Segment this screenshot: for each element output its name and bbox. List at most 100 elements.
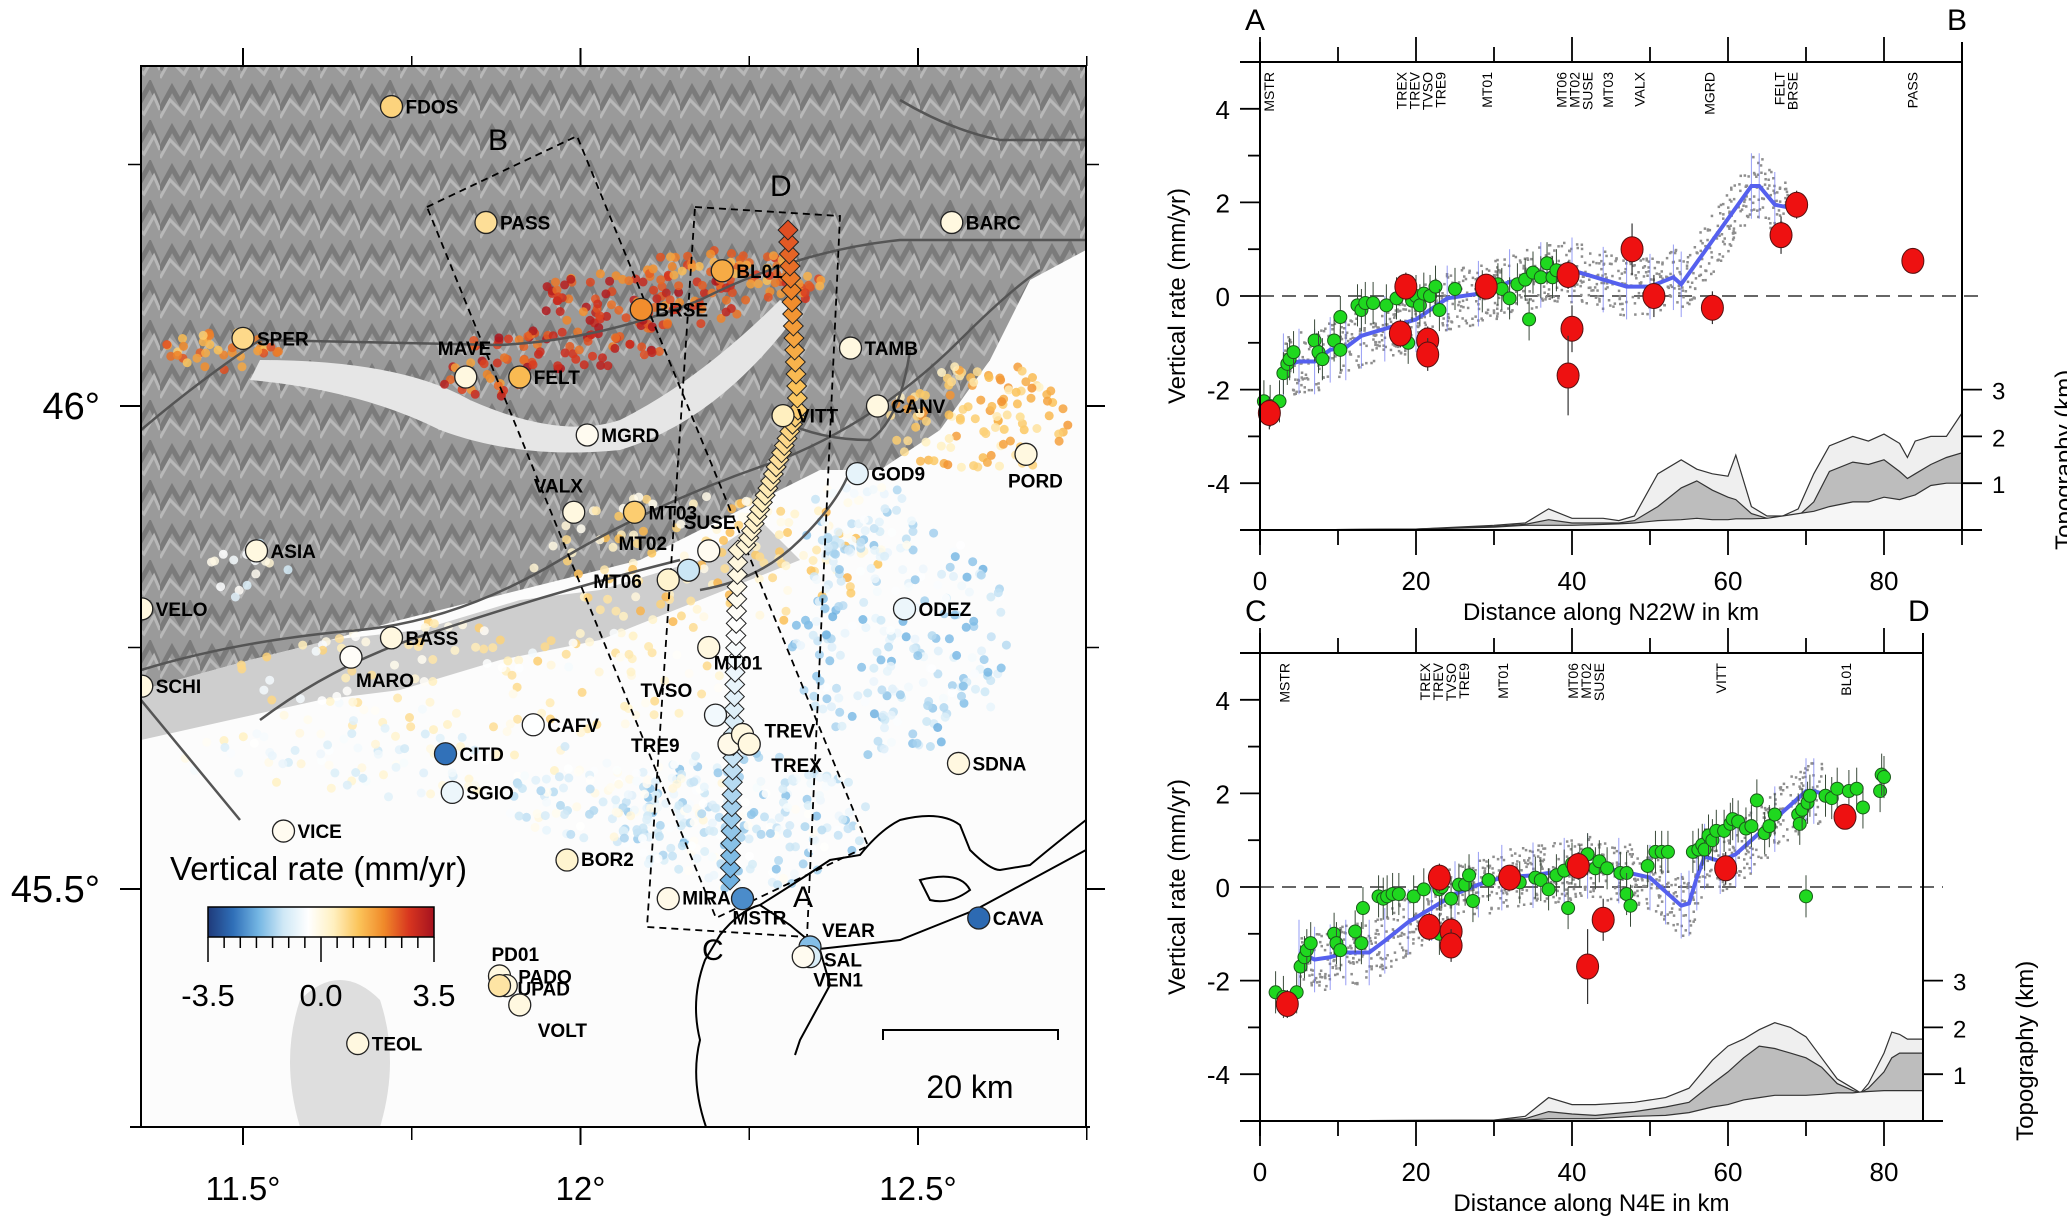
insar-point — [267, 695, 277, 705]
insar-sample — [1605, 254, 1608, 258]
insar-sample — [1473, 912, 1476, 916]
station-marker — [703, 703, 728, 727]
insar-point — [913, 651, 923, 661]
station-marker — [231, 326, 255, 351]
insar-point — [907, 516, 917, 526]
insar-sample — [1693, 891, 1697, 894]
insar-sample — [1761, 158, 1764, 161]
insar-sample — [1497, 886, 1501, 889]
insar-sample — [1474, 891, 1478, 894]
insar-sample — [1457, 303, 1460, 307]
insar-sample — [1738, 183, 1741, 186]
insar-sample — [1392, 936, 1395, 939]
insar-sample — [1537, 844, 1540, 847]
insar-point — [654, 347, 664, 356]
insar-point — [642, 815, 652, 825]
station-label: MT01 — [714, 654, 763, 675]
insar-sample — [1351, 336, 1354, 340]
insar-point — [1046, 386, 1056, 396]
insar-point — [536, 786, 546, 796]
station-marker — [656, 887, 680, 911]
insar-point — [605, 276, 615, 286]
insar-sample — [1640, 888, 1644, 892]
insar-sample — [1735, 871, 1738, 874]
insar-sample — [1691, 896, 1695, 899]
insar-point — [745, 851, 754, 861]
insar-point — [519, 355, 529, 365]
insar-point — [512, 682, 522, 692]
insar-sample — [1760, 805, 1763, 809]
prealps-relief — [141, 520, 800, 740]
leveling-point — [1799, 889, 1813, 904]
insar-sample — [1743, 836, 1747, 840]
insar-point — [198, 337, 208, 347]
insar-sample — [1404, 954, 1407, 958]
insar-sample — [1327, 974, 1331, 977]
benchmark-diamond — [778, 243, 800, 265]
insar-point — [667, 262, 677, 271]
station-label: PORD — [1008, 471, 1063, 492]
insar-sample — [1497, 296, 1501, 300]
map-profile-label-b: B — [488, 124, 508, 157]
insar-sample — [1701, 242, 1704, 245]
insar-sample — [1374, 340, 1377, 344]
station-label: VALX — [534, 476, 584, 497]
insar-sample — [1333, 322, 1337, 326]
insar-sample — [1726, 224, 1729, 228]
insar-point — [796, 641, 806, 650]
insar-sample — [1377, 933, 1380, 936]
insar-sample — [1637, 296, 1640, 300]
insar-point — [572, 802, 582, 812]
insar-point — [326, 783, 336, 793]
insar-sample — [1739, 189, 1742, 193]
insar-sample — [1804, 767, 1807, 770]
insar-sample — [1633, 302, 1637, 305]
insar-point — [709, 826, 719, 836]
y2-tick-label: 2 — [1992, 425, 2005, 452]
y2-tick-label: 2 — [1953, 1016, 1966, 1043]
insar-sample — [1531, 299, 1535, 303]
insar-sample — [1639, 259, 1642, 262]
insar-point — [882, 666, 892, 676]
insar-point — [904, 682, 913, 692]
insar-point — [691, 751, 701, 761]
leveling-point — [1444, 891, 1459, 906]
insar-sample — [1699, 231, 1702, 234]
insar-sample — [1767, 178, 1770, 181]
insar-point — [373, 749, 383, 759]
insar-point — [1032, 424, 1042, 433]
insar-sample — [1543, 900, 1547, 903]
insar-sample — [1637, 271, 1640, 274]
insar-sample — [1334, 964, 1338, 967]
insar-sample — [1539, 859, 1542, 863]
station-label: TVSO — [641, 681, 693, 702]
insar-sample — [1757, 855, 1760, 859]
insar-sample — [1628, 843, 1632, 846]
insar-sample — [1659, 865, 1662, 868]
insar-sample — [1604, 287, 1608, 291]
benchmark-diamond — [719, 869, 741, 891]
insar-sample — [1618, 294, 1622, 298]
insar-sample — [1462, 305, 1465, 309]
insar-point — [880, 551, 890, 561]
insar-point — [470, 389, 480, 399]
insar-point — [626, 667, 636, 677]
insar-sample — [1507, 307, 1510, 310]
insar-point — [1015, 412, 1025, 422]
insar-sample — [1536, 897, 1539, 900]
insar-sample — [1397, 349, 1401, 353]
insar-point — [903, 436, 913, 446]
insar-point — [555, 307, 565, 316]
insar-point — [530, 822, 540, 832]
insar-point — [178, 334, 187, 343]
insar-point — [812, 811, 822, 821]
insar-sample — [1475, 300, 1478, 303]
insar-sample — [1374, 936, 1377, 939]
insar-sample — [1299, 331, 1303, 334]
insar-point — [649, 285, 659, 295]
insar-point — [672, 650, 682, 660]
insar-point — [419, 768, 429, 778]
insar-point — [262, 652, 272, 662]
insar-point — [577, 687, 587, 697]
insar-point — [937, 368, 947, 377]
